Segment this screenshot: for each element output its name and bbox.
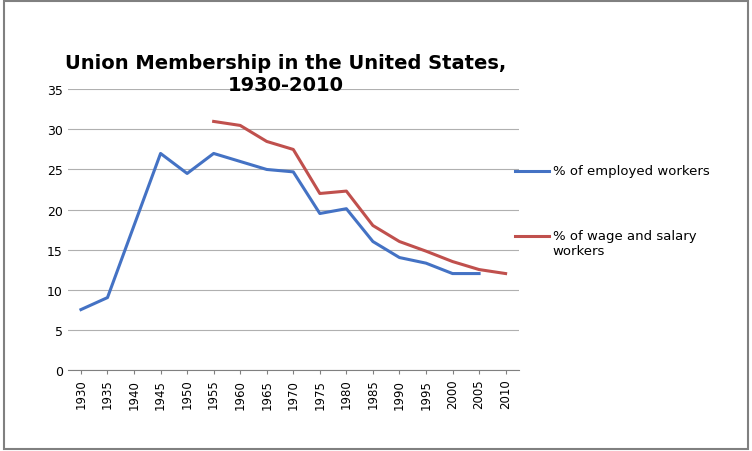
% of employed workers [475, 271, 484, 276]
Text: % of wage and salary
workers: % of wage and salary workers [553, 230, 696, 258]
% of wage and salary
workers [395, 239, 404, 245]
% of employed workers [235, 159, 244, 165]
% of employed workers [448, 271, 457, 276]
% of wage and salary
workers [421, 249, 430, 254]
% of employed workers [209, 152, 218, 157]
% of wage and salary
workers [501, 271, 510, 276]
Text: Union Membership in the United States,
1930-2010: Union Membership in the United States, 1… [65, 54, 506, 95]
% of wage and salary
workers [342, 189, 351, 194]
% of wage and salary
workers [315, 191, 324, 197]
% of employed workers [421, 261, 430, 266]
% of employed workers [183, 171, 192, 177]
% of wage and salary
workers [235, 124, 244, 129]
Line: % of employed workers: % of employed workers [81, 154, 479, 310]
% of wage and salary
workers [448, 259, 457, 265]
% of employed workers [342, 207, 351, 212]
% of wage and salary
workers [475, 267, 484, 273]
% of wage and salary
workers [368, 223, 378, 229]
% of employed workers [77, 307, 86, 313]
% of employed workers [103, 295, 112, 301]
Text: % of employed workers: % of employed workers [553, 165, 709, 178]
% of employed workers [262, 167, 271, 173]
% of wage and salary
workers [209, 120, 218, 125]
% of wage and salary
workers [262, 139, 271, 145]
% of employed workers [368, 239, 378, 245]
% of employed workers [315, 212, 324, 217]
Line: % of wage and salary
workers: % of wage and salary workers [214, 122, 505, 274]
% of wage and salary
workers [289, 147, 298, 153]
% of employed workers [289, 170, 298, 175]
% of employed workers [156, 152, 165, 157]
% of employed workers [395, 255, 404, 261]
